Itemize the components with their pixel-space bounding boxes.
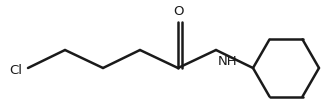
Text: O: O <box>173 5 183 18</box>
Text: Cl: Cl <box>9 64 22 77</box>
Text: NH: NH <box>218 55 238 68</box>
